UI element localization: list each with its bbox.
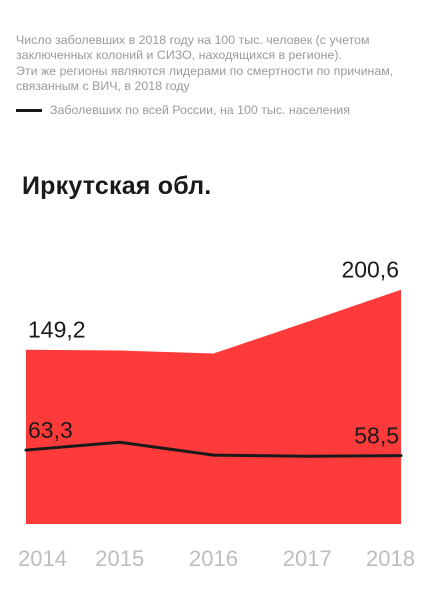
area-data-label-2014: 149,2 — [28, 317, 86, 343]
x-tick-label-2017: 2017 — [283, 546, 332, 571]
line-data-label-2018: 58,5 — [354, 423, 399, 449]
x-tick-label-2016: 2016 — [189, 546, 238, 571]
x-tick-label-2018: 2018 — [366, 546, 415, 571]
legend-line-swatch — [16, 108, 42, 112]
legend-label: Заболевших по всей России, на 100 тыс. н… — [50, 103, 350, 117]
x-tick-label-2015: 2015 — [95, 546, 144, 571]
line-data-label-2014: 63,3 — [28, 417, 73, 443]
x-tick-label-2014: 2014 — [18, 546, 67, 571]
area-data-label-2018: 200,6 — [341, 257, 399, 283]
chart-title: Иркутская обл. — [22, 172, 212, 200]
description-line-1: Число заболевших в 2018 году на 100 тыс.… — [16, 33, 370, 63]
area-series — [26, 289, 401, 524]
chart-description: Число заболевших в 2018 году на 100 тыс.… — [16, 33, 428, 95]
description-line-2: Эти же регионы являются лидерами по смер… — [16, 63, 394, 94]
legend: Заболевших по всей России, на 100 тыс. н… — [16, 103, 350, 117]
